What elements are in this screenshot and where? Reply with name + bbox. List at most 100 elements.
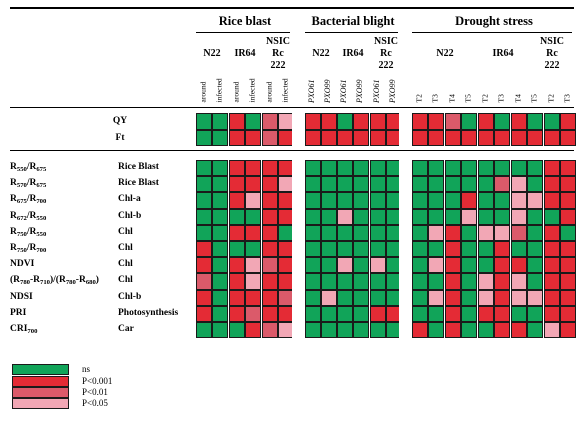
heatmap-cell bbox=[321, 224, 338, 241]
heatmap-cell bbox=[196, 113, 213, 130]
heatmap-cell bbox=[445, 224, 462, 241]
heatmap-cell bbox=[560, 192, 577, 209]
legend-label: P<0.01 bbox=[82, 387, 108, 397]
heatmap-cell bbox=[353, 160, 370, 177]
heatmap-cell bbox=[212, 241, 229, 258]
row-category: Chl-b bbox=[118, 210, 142, 221]
heatmap-cell bbox=[412, 113, 429, 130]
condition-label: T3 bbox=[496, 94, 506, 103]
heatmap-cell bbox=[461, 160, 478, 177]
heatmap-cell bbox=[478, 129, 495, 146]
row-category: Chl bbox=[118, 259, 133, 270]
heatmap-cell bbox=[461, 208, 478, 225]
condition-label: T5 bbox=[529, 94, 539, 103]
heatmap-cell bbox=[527, 160, 544, 177]
row-category: Car bbox=[118, 324, 134, 334]
genotype-label: NSIC Rc 222 bbox=[364, 36, 408, 72]
heatmap-cell bbox=[445, 160, 462, 177]
heatmap-cell bbox=[511, 257, 528, 274]
heatmap-cell bbox=[494, 273, 511, 290]
heatmap-cell bbox=[212, 273, 229, 290]
heatmap-cell bbox=[305, 257, 322, 274]
heatmap-cell bbox=[445, 113, 462, 130]
heatmap-cell bbox=[353, 208, 370, 225]
legend-swatch-p05 bbox=[12, 398, 69, 409]
header-rule bbox=[10, 107, 574, 108]
heatmap-cell bbox=[461, 289, 478, 306]
heatmap-cell bbox=[461, 273, 478, 290]
heatmap-cell bbox=[560, 160, 577, 177]
row-category: Rice Blast bbox=[118, 178, 159, 189]
heatmap-cell bbox=[428, 113, 445, 130]
heatmap-cell bbox=[212, 129, 229, 146]
heatmap-cell bbox=[229, 273, 246, 290]
heatmap-cell bbox=[321, 273, 338, 290]
heatmap-cell bbox=[262, 257, 279, 274]
heatmap-cell bbox=[511, 113, 528, 130]
genotype-label-part: 222 bbox=[544, 60, 560, 71]
heatmap-cell bbox=[337, 257, 354, 274]
condition-label: PXO99 bbox=[323, 79, 333, 103]
heatmap-cell bbox=[527, 257, 544, 274]
row-label: (R780-R710)/(R780-R680) bbox=[10, 275, 99, 287]
heatmap-cell bbox=[245, 289, 262, 306]
heatmap-cell bbox=[527, 176, 544, 193]
heatmap-cell bbox=[461, 113, 478, 130]
heatmap-cell bbox=[428, 176, 445, 193]
heatmap-cell bbox=[560, 241, 577, 258]
heatmap-cell bbox=[229, 241, 246, 258]
heatmap-cell bbox=[461, 257, 478, 274]
heatmap-cell bbox=[478, 289, 495, 306]
heatmap-cell bbox=[560, 289, 577, 306]
heatmap-cell bbox=[353, 224, 370, 241]
row-category: Chl bbox=[118, 226, 133, 237]
heatmap-cell bbox=[412, 257, 429, 274]
group-title: Bacterial blight bbox=[311, 14, 395, 28]
heatmap-cell bbox=[245, 305, 262, 322]
heatmap-cell bbox=[494, 241, 511, 258]
heatmap-cell bbox=[511, 273, 528, 290]
heatmap-cell bbox=[262, 322, 279, 339]
heatmap-cell bbox=[478, 241, 495, 258]
heatmap-cell bbox=[305, 208, 322, 225]
heatmap-cell bbox=[428, 322, 445, 339]
heatmap-cell bbox=[370, 273, 387, 290]
heatmap-cell bbox=[527, 289, 544, 306]
heatmap-cell bbox=[305, 289, 322, 306]
heatmap-cell bbox=[353, 176, 370, 193]
heatmap-cell bbox=[321, 322, 338, 339]
heatmap-cell bbox=[412, 176, 429, 193]
heatmap-cell bbox=[229, 305, 246, 322]
heatmap-cell bbox=[229, 176, 246, 193]
mid-rule bbox=[10, 150, 574, 151]
heatmap-cell bbox=[212, 113, 229, 130]
heatmap-cell bbox=[412, 160, 429, 177]
heatmap-cell bbox=[511, 305, 528, 322]
legend-swatch-p001 bbox=[12, 376, 69, 387]
heatmap-cell bbox=[560, 208, 577, 225]
legend-label: ns bbox=[82, 364, 91, 374]
heatmap-cell bbox=[196, 192, 213, 209]
row-category: Rice Blast bbox=[118, 162, 159, 172]
heatmap-cell bbox=[370, 257, 387, 274]
heatmap-cell bbox=[321, 129, 338, 146]
heatmap-cell bbox=[478, 257, 495, 274]
heatmap-cell bbox=[212, 176, 229, 193]
heatmap-cell bbox=[370, 224, 387, 241]
heatmap-cell bbox=[527, 322, 544, 339]
heatmap-cell bbox=[494, 192, 511, 209]
heatmap-cell bbox=[337, 322, 354, 339]
heatmap-cell bbox=[196, 322, 213, 339]
heatmap-cell bbox=[461, 192, 478, 209]
heatmap-cell bbox=[544, 289, 561, 306]
heatmap-cell bbox=[353, 129, 370, 146]
heatmap-cell bbox=[245, 113, 262, 130]
heatmap-cell bbox=[196, 305, 213, 322]
row-category: Chl-b bbox=[118, 291, 142, 302]
row-label: R675/R700 bbox=[10, 194, 47, 206]
heatmap-cell bbox=[412, 208, 429, 225]
condition-label: T4 bbox=[447, 94, 457, 103]
heatmap-cell bbox=[560, 273, 577, 290]
heatmap-cell bbox=[461, 322, 478, 339]
condition-label: infected bbox=[247, 78, 257, 103]
